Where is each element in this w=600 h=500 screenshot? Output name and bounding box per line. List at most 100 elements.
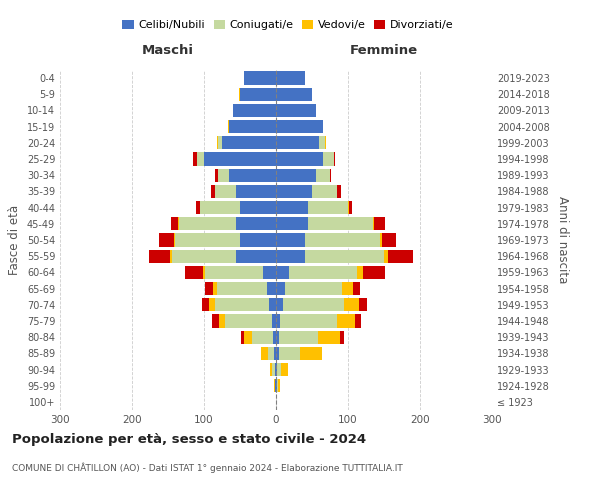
Bar [380, 234, 382, 246]
Bar [276, 346, 279, 360]
Bar [276, 234, 305, 246]
Bar [276, 298, 283, 312]
Bar [330, 168, 331, 182]
Bar [276, 72, 305, 85]
Bar [334, 152, 335, 166]
Bar [276, 185, 312, 198]
Bar [202, 298, 209, 312]
Bar [388, 250, 413, 263]
Text: Maschi: Maschi [142, 44, 194, 57]
Bar [205, 282, 214, 295]
Bar [355, 314, 361, 328]
Bar [305, 234, 380, 246]
Bar [196, 201, 200, 214]
Bar [337, 185, 341, 198]
Bar [316, 168, 330, 182]
Bar [211, 185, 215, 198]
Bar [277, 363, 281, 376]
Bar [215, 168, 218, 182]
Bar [308, 217, 373, 230]
Bar [308, 201, 348, 214]
Bar [289, 266, 358, 279]
Text: Popolazione per età, sesso e stato civile - 2024: Popolazione per età, sesso e stato civil… [12, 432, 366, 446]
Text: COMUNE DI CHÂTILLON (AO) - Dati ISTAT 1° gennaio 2024 - Elaborazione TUTTITALIA.: COMUNE DI CHÂTILLON (AO) - Dati ISTAT 1°… [12, 462, 403, 473]
Bar [244, 330, 251, 344]
Bar [274, 379, 275, 392]
Bar [382, 234, 396, 246]
Bar [149, 250, 170, 263]
Bar [325, 136, 326, 149]
Bar [214, 282, 217, 295]
Bar [217, 136, 218, 149]
Bar [340, 330, 344, 344]
Bar [228, 120, 229, 134]
Bar [276, 136, 319, 149]
Bar [197, 152, 204, 166]
Bar [212, 314, 219, 328]
Bar [179, 217, 236, 230]
Bar [276, 88, 312, 101]
Bar [275, 379, 276, 392]
Bar [342, 282, 353, 295]
Bar [281, 363, 288, 376]
Bar [363, 266, 385, 279]
Bar [280, 314, 337, 328]
Bar [269, 298, 276, 312]
Bar [203, 266, 205, 279]
Bar [353, 282, 360, 295]
Bar [185, 266, 203, 279]
Bar [344, 298, 359, 312]
Bar [276, 217, 308, 230]
Bar [215, 298, 269, 312]
Bar [349, 201, 352, 214]
Bar [240, 234, 276, 246]
Bar [276, 120, 323, 134]
Bar [236, 250, 276, 263]
Bar [276, 314, 280, 328]
Bar [272, 314, 276, 328]
Bar [374, 217, 385, 230]
Bar [283, 298, 344, 312]
Bar [312, 185, 337, 198]
Bar [236, 185, 276, 198]
Bar [261, 346, 268, 360]
Bar [337, 314, 355, 328]
Bar [251, 330, 273, 344]
Bar [373, 217, 374, 230]
Bar [268, 282, 276, 295]
Bar [240, 88, 276, 101]
Bar [171, 217, 178, 230]
Bar [204, 152, 276, 166]
Bar [276, 266, 289, 279]
Bar [276, 363, 277, 376]
Bar [240, 201, 276, 214]
Bar [284, 282, 342, 295]
Legend: Celibi/Nubili, Coniugati/e, Vedovi/e, Divorziati/e: Celibi/Nubili, Coniugati/e, Vedovi/e, Di… [118, 16, 458, 35]
Bar [272, 363, 275, 376]
Bar [268, 346, 274, 360]
Bar [276, 104, 316, 117]
Bar [273, 330, 276, 344]
Bar [200, 201, 240, 214]
Bar [222, 136, 276, 149]
Bar [305, 250, 384, 263]
Bar [301, 346, 322, 360]
Bar [323, 152, 334, 166]
Bar [175, 234, 240, 246]
Y-axis label: Anni di nascita: Anni di nascita [556, 196, 569, 284]
Bar [172, 250, 236, 263]
Text: Femmine: Femmine [350, 44, 418, 57]
Bar [217, 282, 268, 295]
Bar [279, 346, 301, 360]
Bar [170, 250, 172, 263]
Bar [174, 234, 175, 246]
Bar [160, 234, 174, 246]
Bar [218, 168, 229, 182]
Bar [275, 363, 276, 376]
Bar [215, 185, 236, 198]
Bar [209, 298, 215, 312]
Bar [233, 104, 276, 117]
Bar [319, 330, 340, 344]
Bar [279, 330, 319, 344]
Bar [219, 314, 225, 328]
